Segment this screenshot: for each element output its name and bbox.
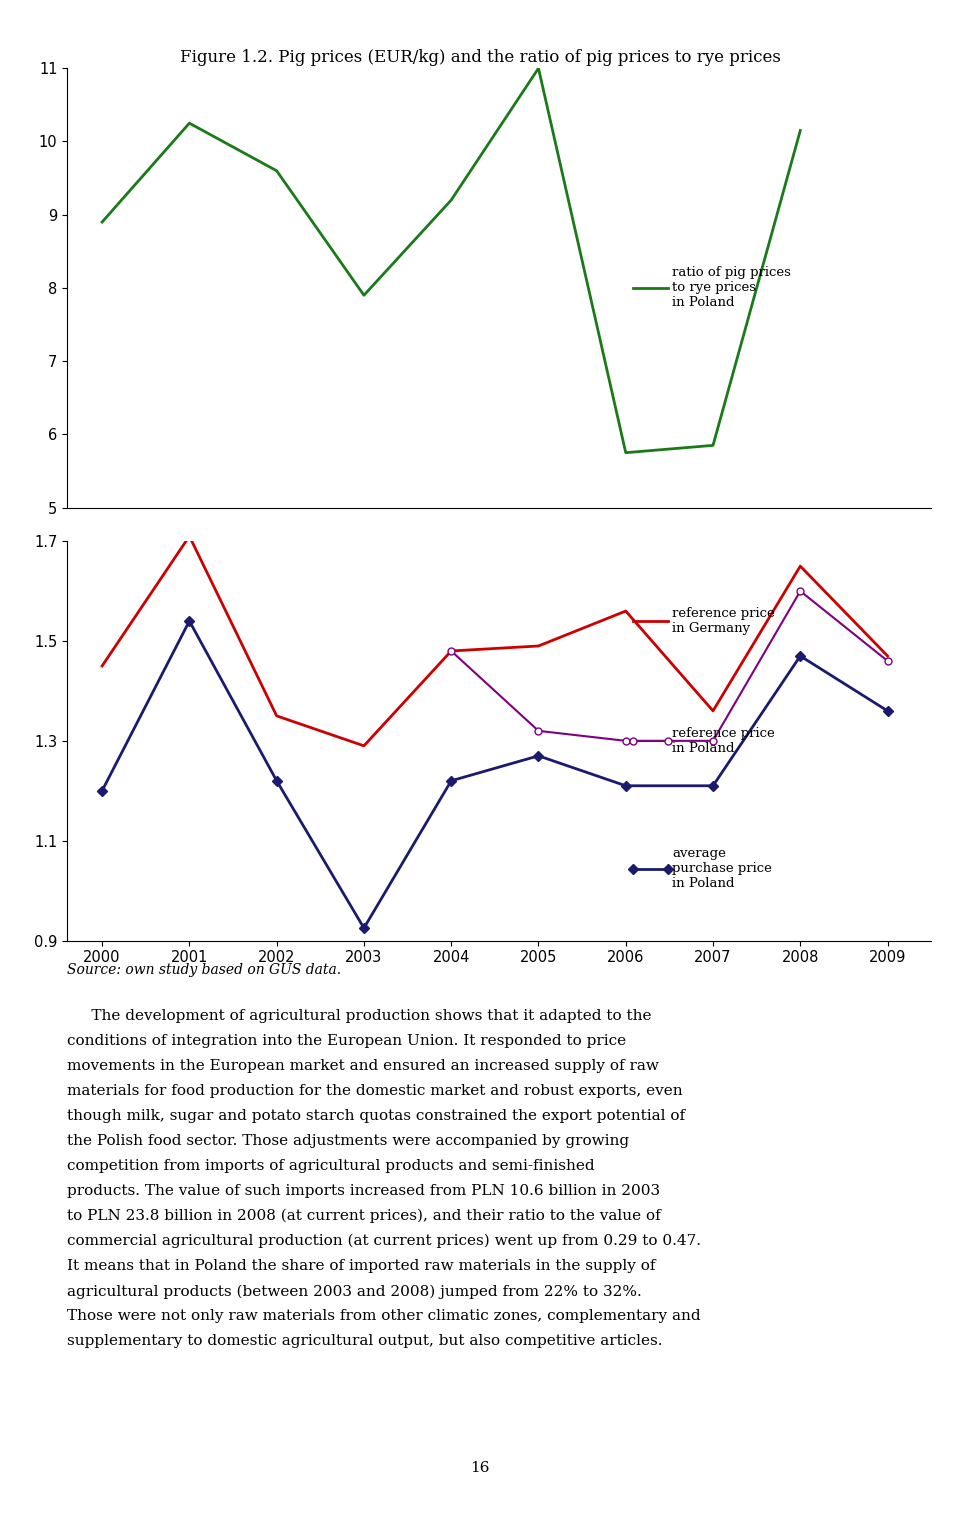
Text: Those were not only raw materials from other climatic zones, complementary and: Those were not only raw materials from o… [67,1309,701,1323]
Text: It means that in Poland the share of imported raw materials in the supply of: It means that in Poland the share of imp… [67,1259,656,1273]
Text: ratio of pig prices
to rye prices
in Poland: ratio of pig prices to rye prices in Pol… [672,267,791,309]
Text: conditions of integration into the European Union. It responded to price: conditions of integration into the Europ… [67,1035,626,1048]
Text: reference price
in Germany: reference price in Germany [672,607,775,636]
Text: agricultural products (between 2003 and 2008) jumped from 22% to 32%.: agricultural products (between 2003 and … [67,1283,642,1299]
Text: average
purchase price
in Poland: average purchase price in Poland [672,846,772,890]
Text: though milk, sugar and potato starch quotas constrained the export potential of: though milk, sugar and potato starch quo… [67,1109,685,1123]
Text: 16: 16 [470,1461,490,1475]
Text: the Polish food sector. Those adjustments were accompanied by growing: the Polish food sector. Those adjustment… [67,1135,630,1148]
Text: The development of agricultural production shows that it adapted to the: The development of agricultural producti… [67,1009,652,1022]
Text: movements in the European market and ensured an increased supply of raw: movements in the European market and ens… [67,1059,660,1073]
Text: materials for food production for the domestic market and robust exports, even: materials for food production for the do… [67,1083,683,1098]
Text: competition from imports of agricultural products and semi-finished: competition from imports of agricultural… [67,1159,595,1173]
Text: Figure 1.2. Pig prices (EUR/kg) and the ratio of pig prices to rye prices: Figure 1.2. Pig prices (EUR/kg) and the … [180,49,780,65]
Text: commercial agricultural production (at current prices) went up from 0.29 to 0.47: commercial agricultural production (at c… [67,1235,701,1248]
Text: to PLN 23.8 billion in 2008 (at current prices), and their ratio to the value of: to PLN 23.8 billion in 2008 (at current … [67,1209,660,1223]
Text: reference price
in Poland: reference price in Poland [672,727,775,755]
Text: products. The value of such imports increased from PLN 10.6 billion in 2003: products. The value of such imports incr… [67,1183,660,1198]
Text: supplementary to domestic agricultural output, but also competitive articles.: supplementary to domestic agricultural o… [67,1335,662,1349]
Text: Source: own study based on GUS data.: Source: own study based on GUS data. [67,963,342,977]
